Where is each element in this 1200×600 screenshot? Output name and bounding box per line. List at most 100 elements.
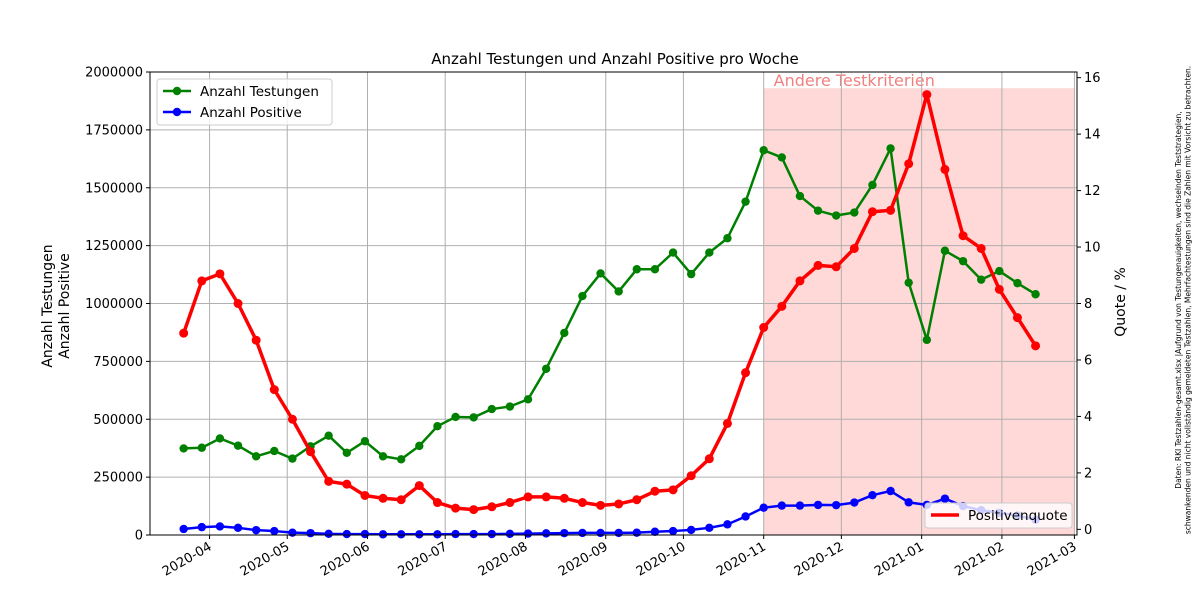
x-tick-label-1: 2020-05 [238, 539, 293, 579]
legend-label-anzahl-testungen: Anzahl Testungen [200, 84, 319, 100]
right-tick-label-8: 16 [1084, 71, 1101, 86]
left-axis-label-2: Anzahl Positive [57, 253, 73, 359]
left-tick-label-0: 0 [135, 529, 143, 544]
point-anzahl-positive-1 [197, 522, 206, 532]
point-anzahl-positive-26 [650, 527, 660, 536]
point-anzahl-positive-28 [686, 525, 696, 535]
point-anzahl-testungen-4 [251, 452, 261, 461]
shaded-region-label: Andere Testkriterien [774, 71, 935, 90]
point-positivenquote-4 [251, 335, 261, 345]
point-anzahl-testungen-38 [868, 180, 877, 190]
point-anzahl-positive-2 [215, 522, 225, 531]
point-anzahl-testungen-45 [995, 266, 1004, 276]
point-positivenquote-30 [722, 418, 732, 428]
point-anzahl-positive-8 [324, 529, 333, 539]
point-anzahl-testungen-43 [958, 256, 968, 266]
point-positivenquote-25 [632, 495, 642, 505]
right-tick-label-5: 10 [1084, 241, 1101, 256]
point-anzahl-positive-21 [560, 528, 569, 538]
point-anzahl-positive-11 [378, 530, 388, 539]
point-anzahl-testungen-30 [723, 234, 732, 243]
point-anzahl-testungen-32 [759, 146, 768, 155]
point-positivenquote-19 [523, 492, 533, 502]
left-axis-label-1: Anzahl Testungen [40, 244, 56, 367]
point-positivenquote-27 [668, 485, 678, 495]
point-anzahl-positive-23 [596, 528, 605, 538]
point-positivenquote-17 [487, 502, 497, 512]
point-anzahl-testungen-15 [451, 412, 460, 422]
point-anzahl-positive-25 [632, 528, 641, 537]
point-positivenquote-9 [342, 479, 352, 489]
x-tick-label-3: 2020-07 [396, 539, 451, 579]
point-anzahl-testungen-22 [578, 291, 587, 301]
point-anzahl-testungen-19 [523, 395, 533, 404]
point-anzahl-testungen-12 [396, 455, 406, 464]
point-positivenquote-5 [269, 385, 279, 395]
point-positivenquote-31 [741, 368, 751, 378]
x-tick-label-2: 2020-06 [318, 539, 373, 579]
point-anzahl-positive-20 [541, 529, 551, 538]
point-anzahl-positive-27 [668, 526, 678, 536]
left-tick-label-2: 500000 [93, 413, 143, 428]
point-anzahl-testungen-40 [904, 278, 913, 287]
point-anzahl-testungen-3 [233, 441, 243, 450]
right-axis-label: Quote / % [1113, 267, 1129, 336]
point-positivenquote-11 [378, 493, 388, 503]
point-anzahl-positive-6 [288, 528, 297, 537]
point-anzahl-testungen-23 [596, 269, 605, 278]
point-positivenquote-28 [686, 471, 696, 481]
point-anzahl-testungen-31 [741, 197, 750, 206]
point-anzahl-positive-14 [433, 530, 442, 539]
right-tick-label-2: 4 [1084, 410, 1092, 425]
point-anzahl-positive-29 [705, 523, 714, 533]
point-anzahl-positive-38 [868, 490, 877, 500]
point-anzahl-positive-18 [505, 529, 515, 539]
point-positivenquote-40 [904, 159, 914, 169]
point-positivenquote-44 [976, 243, 986, 253]
right-tick-label-4: 8 [1084, 297, 1092, 312]
point-anzahl-positive-16 [469, 529, 478, 539]
left-tick-label-3: 750000 [93, 355, 143, 370]
point-anzahl-positive-34 [795, 501, 805, 510]
left-tick-label-4: 1000000 [85, 297, 143, 312]
x-tick-label-11: 2021-03 [1025, 539, 1080, 579]
point-anzahl-testungen-27 [668, 248, 678, 257]
right-tick-label-3: 6 [1084, 353, 1092, 368]
point-anzahl-testungen-17 [487, 404, 496, 414]
left-tick-label-1: 250000 [93, 471, 143, 486]
point-anzahl-positive-13 [415, 530, 424, 539]
x-tick-label-5: 2020-09 [556, 539, 611, 579]
right-tick-label-1: 2 [1084, 466, 1092, 481]
point-anzahl-testungen-13 [415, 441, 424, 451]
point-positivenquote-14 [432, 498, 442, 508]
point-positivenquote-26 [650, 486, 660, 496]
point-anzahl-positive-22 [578, 528, 587, 538]
right-tick-label-6: 12 [1084, 184, 1101, 199]
point-positivenquote-46 [1012, 313, 1022, 323]
point-anzahl-positive-7 [306, 528, 315, 538]
legend-right-box [924, 502, 1073, 529]
point-anzahl-testungen-1 [197, 443, 206, 452]
x-tick-label-6: 2020-10 [634, 539, 689, 579]
chart-title: Anzahl Testungen und Anzahl Positive pro… [431, 50, 798, 68]
point-positivenquote-33 [777, 301, 787, 311]
point-anzahl-positive-36 [831, 500, 841, 510]
point-anzahl-positive-30 [723, 520, 732, 529]
point-anzahl-testungen-6 [288, 454, 297, 463]
point-positivenquote-24 [614, 499, 624, 509]
point-anzahl-positive-40 [904, 498, 913, 507]
point-positivenquote-18 [505, 498, 515, 508]
point-anzahl-positive-17 [487, 529, 496, 539]
point-positivenquote-16 [469, 505, 479, 515]
x-tick-label-9: 2021-01 [872, 539, 927, 579]
x-tick-label-4: 2020-08 [476, 539, 531, 579]
point-positivenquote-10 [360, 490, 370, 500]
point-anzahl-testungen-26 [650, 265, 660, 274]
point-anzahl-positive-35 [813, 500, 823, 510]
point-positivenquote-1 [197, 276, 207, 286]
footnote-line-1: schwankenden und nicht vollständig gemel… [1184, 66, 1193, 534]
right-tick-label-0: 0 [1084, 523, 1092, 538]
point-positivenquote-34 [795, 276, 805, 286]
point-anzahl-testungen-11 [378, 452, 388, 461]
